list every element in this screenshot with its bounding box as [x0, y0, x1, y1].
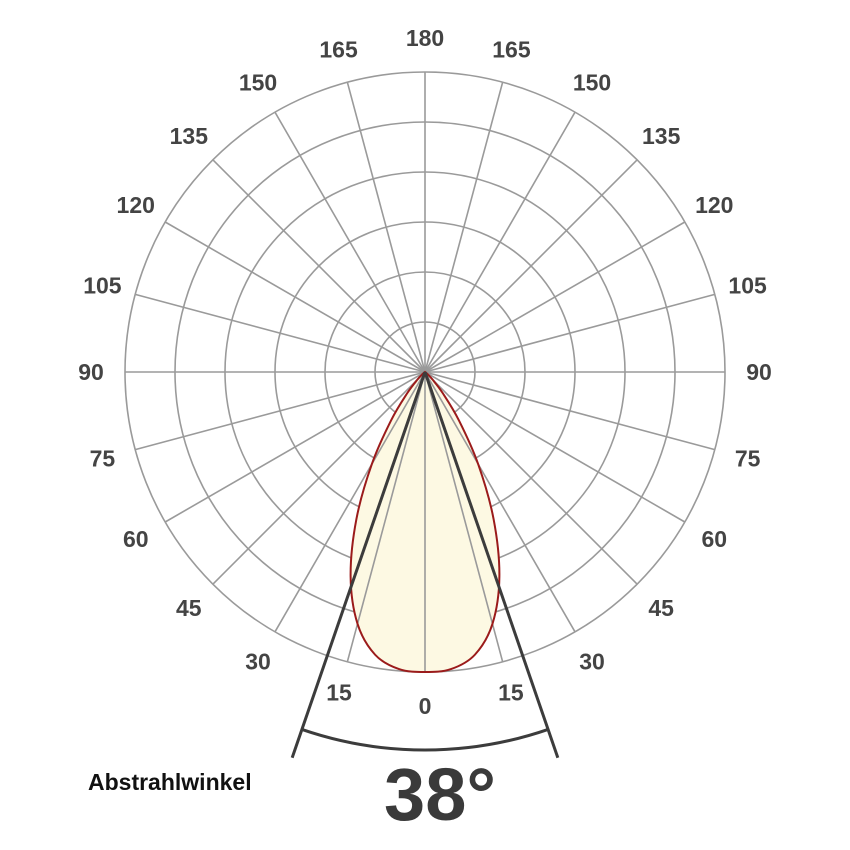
grid-spoke [274, 371, 426, 633]
beam-angle-arc [301, 727, 549, 752]
angle-tick-labels: 0 15 15 30 30 45 45 60 60 75 75 90 90 105 105 120 120 135… [78, 25, 772, 719]
grid-spoke [346, 82, 426, 373]
angle-tick-label: 150 [239, 70, 277, 96]
angle-tick-label: 120 [117, 192, 155, 218]
angle-tick-label: 30 [245, 648, 271, 674]
grid-spoke [135, 293, 426, 373]
angle-tick-label: 90 [746, 359, 772, 385]
grid-spoke [424, 111, 576, 373]
grid-spoke [424, 371, 686, 523]
grid-spoke [424, 159, 638, 373]
angle-tick-label: 15 [326, 680, 352, 706]
caption-label: Abstrahlwinkel [88, 769, 252, 795]
angle-tick-label: 15 [498, 680, 524, 706]
angle-tick-label: 90 [78, 359, 104, 385]
angle-tick-label: 75 [90, 445, 116, 471]
grid-spoke [424, 371, 504, 662]
beam-angle-indicator [290, 371, 560, 759]
grid-spoke [346, 371, 426, 662]
intensity-curve-group [125, 72, 725, 674]
angle-tick-label: 0 [419, 693, 432, 719]
grid-spoke [424, 371, 576, 633]
grid-spoke [135, 371, 426, 451]
grid-spoke [424, 371, 638, 585]
angle-tick-label: 45 [176, 595, 202, 621]
grid-spoke [424, 293, 715, 373]
angle-tick-label: 135 [170, 123, 209, 149]
angle-tick-label: 135 [642, 123, 681, 149]
angle-tick-label: 60 [701, 526, 727, 552]
angle-tick-label: 150 [573, 70, 611, 96]
grid-spoke [164, 371, 426, 523]
beam-edge-line [290, 371, 427, 759]
grid-spoke [274, 111, 426, 373]
angle-tick-label: 60 [123, 526, 149, 552]
angle-tick-label: 165 [319, 36, 358, 62]
angle-tick-label: 120 [695, 192, 733, 218]
intensity-curve [349, 370, 501, 674]
beam-edge-line [423, 371, 560, 759]
angle-tick-label: 45 [648, 595, 674, 621]
grid-spoke [212, 159, 426, 373]
grid-spoke [424, 371, 715, 451]
angle-tick-label: 105 [83, 273, 122, 299]
angle-tick-label: 165 [492, 36, 531, 62]
grid-spoke [212, 371, 426, 585]
angle-tick-label: 30 [579, 648, 605, 674]
angle-tick-label: 105 [728, 273, 767, 299]
grid-spoke [164, 221, 426, 373]
grid-spoke [424, 82, 504, 373]
angle-tick-label: 75 [735, 445, 761, 471]
beam-angle-value: 38° [384, 753, 496, 836]
angle-tick-label: 180 [406, 25, 444, 51]
grid-spoke [424, 221, 686, 373]
